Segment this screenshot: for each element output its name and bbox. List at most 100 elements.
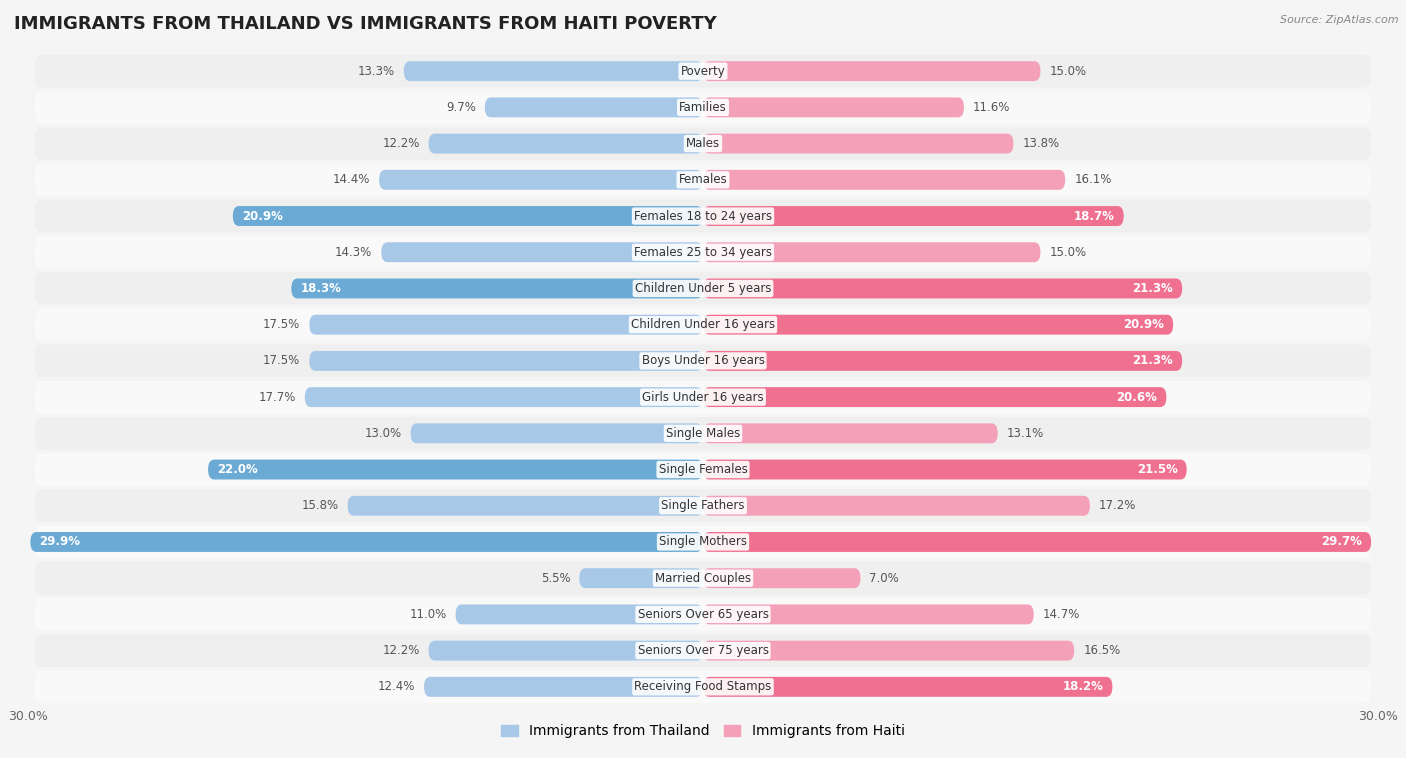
FancyBboxPatch shape (35, 164, 1371, 196)
Text: Single Mothers: Single Mothers (659, 535, 747, 549)
Text: Married Couples: Married Couples (655, 572, 751, 584)
FancyBboxPatch shape (309, 315, 703, 334)
FancyBboxPatch shape (703, 351, 1182, 371)
Text: 20.6%: 20.6% (1116, 390, 1157, 403)
FancyBboxPatch shape (703, 315, 1173, 334)
FancyBboxPatch shape (31, 532, 703, 552)
Text: Boys Under 16 years: Boys Under 16 years (641, 355, 765, 368)
FancyBboxPatch shape (703, 532, 1371, 552)
Text: Poverty: Poverty (681, 64, 725, 77)
Text: 15.8%: 15.8% (301, 500, 339, 512)
Legend: Immigrants from Thailand, Immigrants from Haiti: Immigrants from Thailand, Immigrants fro… (496, 719, 910, 744)
Text: 12.4%: 12.4% (378, 681, 415, 694)
Text: Source: ZipAtlas.com: Source: ZipAtlas.com (1281, 15, 1399, 25)
FancyBboxPatch shape (485, 98, 703, 117)
Text: 13.1%: 13.1% (1007, 427, 1043, 440)
FancyBboxPatch shape (35, 236, 1371, 268)
FancyBboxPatch shape (233, 206, 703, 226)
FancyBboxPatch shape (425, 677, 703, 697)
Text: 21.3%: 21.3% (1132, 282, 1173, 295)
FancyBboxPatch shape (35, 381, 1371, 413)
Text: 13.0%: 13.0% (364, 427, 402, 440)
Text: 17.7%: 17.7% (259, 390, 295, 403)
Text: 13.8%: 13.8% (1022, 137, 1060, 150)
FancyBboxPatch shape (703, 278, 1182, 299)
FancyBboxPatch shape (35, 562, 1371, 594)
FancyBboxPatch shape (404, 61, 703, 81)
FancyBboxPatch shape (380, 170, 703, 190)
Text: 21.5%: 21.5% (1137, 463, 1178, 476)
FancyBboxPatch shape (35, 345, 1371, 377)
Text: 18.7%: 18.7% (1074, 209, 1115, 223)
FancyBboxPatch shape (35, 526, 1371, 559)
Text: 14.4%: 14.4% (333, 174, 370, 186)
FancyBboxPatch shape (579, 568, 703, 588)
Text: 18.2%: 18.2% (1063, 681, 1104, 694)
FancyBboxPatch shape (703, 496, 1090, 515)
FancyBboxPatch shape (703, 568, 860, 588)
Text: 11.6%: 11.6% (973, 101, 1011, 114)
Text: 17.5%: 17.5% (263, 318, 301, 331)
FancyBboxPatch shape (35, 127, 1371, 160)
Text: Females 18 to 24 years: Females 18 to 24 years (634, 209, 772, 223)
FancyBboxPatch shape (305, 387, 703, 407)
FancyBboxPatch shape (703, 243, 1040, 262)
FancyBboxPatch shape (291, 278, 703, 299)
Text: 16.1%: 16.1% (1074, 174, 1112, 186)
FancyBboxPatch shape (309, 351, 703, 371)
Text: 21.3%: 21.3% (1132, 355, 1173, 368)
Text: Males: Males (686, 137, 720, 150)
FancyBboxPatch shape (703, 98, 965, 117)
FancyBboxPatch shape (35, 272, 1371, 305)
Text: Females: Females (679, 174, 727, 186)
Text: Single Females: Single Females (658, 463, 748, 476)
Text: 7.0%: 7.0% (869, 572, 900, 584)
Text: Children Under 5 years: Children Under 5 years (634, 282, 772, 295)
Text: 22.0%: 22.0% (217, 463, 257, 476)
Text: 9.7%: 9.7% (446, 101, 475, 114)
FancyBboxPatch shape (703, 387, 1167, 407)
FancyBboxPatch shape (347, 496, 703, 515)
FancyBboxPatch shape (35, 55, 1371, 87)
FancyBboxPatch shape (703, 61, 1040, 81)
Text: IMMIGRANTS FROM THAILAND VS IMMIGRANTS FROM HAITI POVERTY: IMMIGRANTS FROM THAILAND VS IMMIGRANTS F… (14, 15, 717, 33)
FancyBboxPatch shape (35, 309, 1371, 341)
Text: 18.3%: 18.3% (301, 282, 342, 295)
FancyBboxPatch shape (703, 206, 1123, 226)
Text: 17.5%: 17.5% (263, 355, 301, 368)
Text: 20.9%: 20.9% (242, 209, 283, 223)
FancyBboxPatch shape (429, 641, 703, 660)
FancyBboxPatch shape (703, 459, 1187, 480)
FancyBboxPatch shape (35, 199, 1371, 232)
Text: Children Under 16 years: Children Under 16 years (631, 318, 775, 331)
FancyBboxPatch shape (703, 677, 1112, 697)
FancyBboxPatch shape (35, 91, 1371, 124)
FancyBboxPatch shape (381, 243, 703, 262)
FancyBboxPatch shape (703, 424, 998, 443)
FancyBboxPatch shape (703, 604, 1033, 625)
Text: 29.7%: 29.7% (1322, 535, 1362, 549)
Text: 12.2%: 12.2% (382, 137, 419, 150)
FancyBboxPatch shape (35, 671, 1371, 703)
Text: Girls Under 16 years: Girls Under 16 years (643, 390, 763, 403)
Text: Single Fathers: Single Fathers (661, 500, 745, 512)
Text: 12.2%: 12.2% (382, 644, 419, 657)
FancyBboxPatch shape (35, 490, 1371, 522)
FancyBboxPatch shape (208, 459, 703, 480)
Text: 13.3%: 13.3% (357, 64, 395, 77)
Text: 11.0%: 11.0% (409, 608, 447, 621)
FancyBboxPatch shape (456, 604, 703, 625)
FancyBboxPatch shape (411, 424, 703, 443)
FancyBboxPatch shape (703, 133, 1014, 154)
Text: 20.9%: 20.9% (1123, 318, 1164, 331)
Text: 14.3%: 14.3% (335, 246, 373, 258)
Text: Seniors Over 75 years: Seniors Over 75 years (637, 644, 769, 657)
FancyBboxPatch shape (35, 417, 1371, 449)
FancyBboxPatch shape (35, 634, 1371, 667)
Text: 17.2%: 17.2% (1099, 500, 1136, 512)
Text: Females 25 to 34 years: Females 25 to 34 years (634, 246, 772, 258)
Text: 29.9%: 29.9% (39, 535, 80, 549)
Text: 15.0%: 15.0% (1049, 246, 1087, 258)
Text: 15.0%: 15.0% (1049, 64, 1087, 77)
FancyBboxPatch shape (429, 133, 703, 154)
